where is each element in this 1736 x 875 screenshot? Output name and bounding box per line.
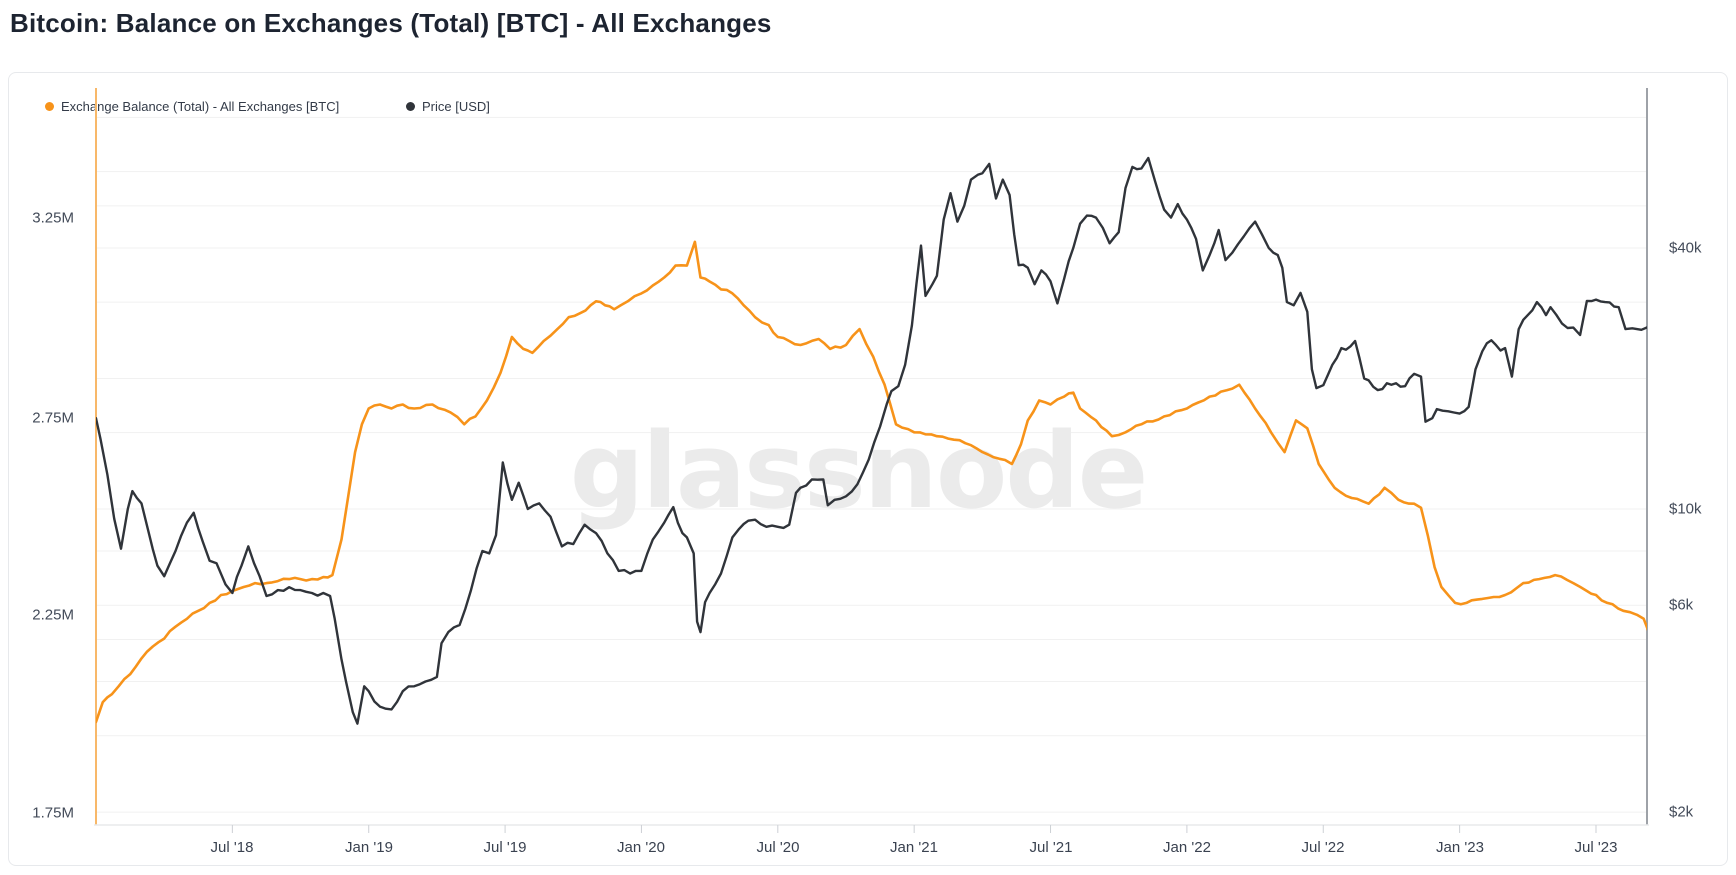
x-tick-jul-20: Jul '20 [756, 839, 800, 856]
y-left-tick-2.75M: 2.75M [32, 409, 74, 427]
legend-dot-orange [45, 102, 54, 111]
series-price-line [96, 156, 1647, 725]
legend-label-price: Price [USD] [422, 99, 490, 114]
legend-item-price[interactable]: Price [USD] [406, 99, 490, 114]
x-tick-jul-18: Jul '18 [210, 839, 254, 856]
chart-card: Exchange Balance (Total) - All Exchanges… [8, 72, 1728, 866]
glassnode-watermark: glassnode [570, 410, 1147, 532]
y-right-tick-10k: $10k [1669, 500, 1702, 518]
page-title: Bitcoin: Balance on Exchanges (Total) [B… [10, 8, 772, 38]
y-right-tick-40k: $40k [1669, 239, 1702, 257]
x-tick-jul-23: Jul '23 [1574, 839, 1618, 856]
y-left-tick-3.25M: 3.25M [32, 209, 74, 227]
x-tick-jan-22: Jan '22 [1163, 839, 1211, 856]
legend-item-exchange-balance[interactable]: Exchange Balance (Total) - All Exchanges… [45, 99, 339, 114]
x-tick-jan-20: Jan '20 [617, 839, 665, 856]
legend-dot-black [406, 102, 415, 111]
chart-legend: Exchange Balance (Total) - All Exchanges… [9, 99, 1727, 117]
chart-canvas[interactable]: glassnode [9, 73, 1729, 867]
x-tick-jul-22: Jul '22 [1301, 839, 1345, 856]
y-right-tick-2k: $2k [1669, 803, 1694, 821]
x-tick-jan-21: Jan '21 [890, 839, 938, 856]
x-tick-jan-23: Jan '23 [1436, 839, 1484, 856]
y-left-tick-2.25M: 2.25M [32, 606, 74, 624]
y-right-tick-6k: $6k [1669, 596, 1694, 614]
y-left-tick-1.75M: 1.75M [32, 804, 74, 822]
x-tick-jul-19: Jul '19 [483, 839, 527, 856]
legend-label-exchange-balance: Exchange Balance (Total) - All Exchanges… [61, 99, 340, 114]
x-tick-jan-19: Jan '19 [345, 839, 393, 856]
series-exchange-balance-line [96, 240, 1647, 724]
x-tick-jul-21: Jul '21 [1029, 839, 1073, 856]
